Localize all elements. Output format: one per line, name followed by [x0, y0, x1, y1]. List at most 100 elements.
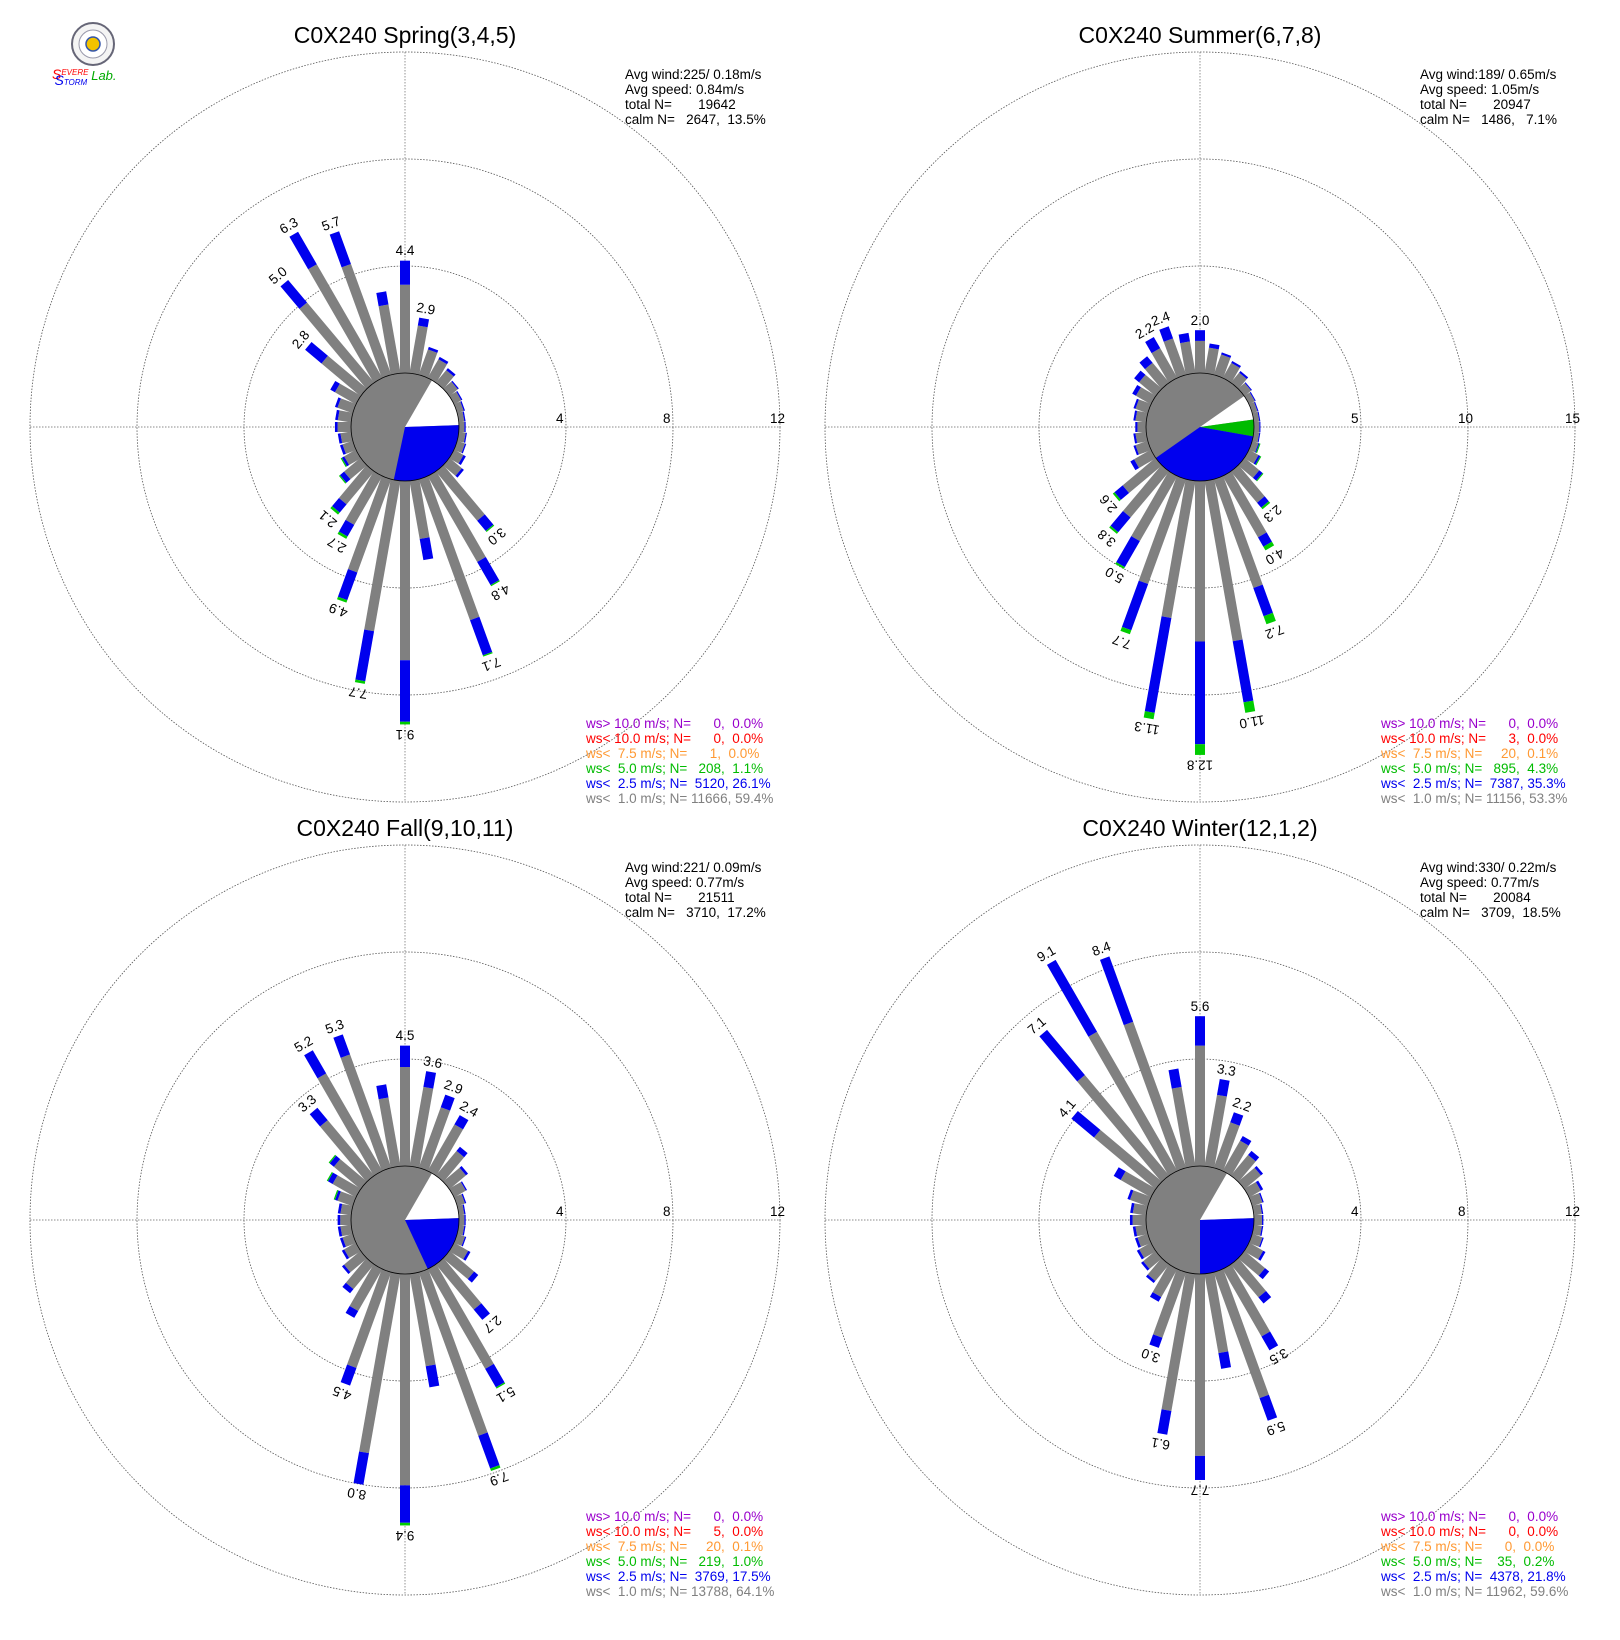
petal-segment [1252, 431, 1260, 443]
petal-segment [339, 1237, 346, 1248]
petal-label: 2.4 [1149, 308, 1172, 329]
petal-segment [1221, 352, 1232, 358]
petal-segment [1195, 340, 1205, 373]
petal-label: 2.0 [1191, 313, 1210, 328]
legend-entry: ws> 10.0 m/s; N= 0, 0.0% [1380, 716, 1558, 731]
petal-segment [1135, 410, 1148, 423]
petal-segment [456, 1146, 468, 1158]
petal-segment [1230, 1154, 1256, 1182]
ring-tick-label: 10 [1458, 411, 1473, 426]
petal-segment [443, 457, 462, 476]
petal-segment [1129, 1215, 1133, 1225]
petal-segment [1243, 700, 1256, 713]
petal-segment [457, 1224, 465, 1236]
petal-segment [340, 457, 347, 468]
calm-blue-sector [393, 425, 459, 481]
petal-segment [339, 471, 351, 483]
petal-segment [1232, 639, 1254, 703]
petal-segment [345, 1258, 375, 1290]
petal-segment [1195, 481, 1205, 642]
range-ring [29, 51, 781, 803]
petal-segment [443, 1250, 475, 1280]
petal-segment [1258, 1290, 1272, 1304]
petal-segment [477, 514, 494, 532]
petal-segment [338, 519, 355, 537]
petal-segment [449, 1181, 466, 1198]
petal-label: 5.6 [1191, 999, 1210, 1014]
petal-segment [1204, 1094, 1227, 1168]
petal-segment [409, 1272, 436, 1367]
stats-line: total N= 20947 [1420, 97, 1531, 112]
petal-segment [333, 1034, 351, 1058]
petal-segment [417, 317, 430, 328]
ring-tick-label: 12 [1565, 1204, 1580, 1219]
legend-entry: ws< 5.0 m/s; N= 35, 0.2% [1380, 1554, 1554, 1569]
petal-segment [378, 1097, 401, 1168]
petal-segment [1143, 711, 1155, 720]
petal-segment [1238, 1167, 1261, 1190]
legend-entry: ws< 7.5 m/s; N= 20, 0.1% [585, 1539, 763, 1554]
petal-segment [438, 356, 449, 365]
petal-label: 3.0 [1139, 1345, 1162, 1366]
petal-segment [1135, 422, 1138, 432]
petal-segment [418, 476, 480, 621]
stats-line: total N= 19642 [625, 97, 736, 112]
petal-segment [334, 422, 338, 432]
petal-segment [482, 651, 493, 657]
petal-segment [1139, 356, 1153, 370]
petal-segment [335, 409, 340, 421]
petal-segment [470, 616, 493, 656]
petal-segment [1134, 370, 1146, 383]
petal-segment [1248, 1150, 1260, 1162]
petal-segment [353, 1451, 369, 1485]
petal-segment [1152, 1264, 1178, 1298]
petal-segment [304, 1050, 327, 1079]
petal-segment [1171, 1086, 1196, 1168]
petal-segment [305, 342, 328, 364]
petal-segment [1258, 1250, 1266, 1261]
petal-segment [478, 1432, 500, 1469]
stats-line: Avg speed: 0.77m/s [1420, 875, 1539, 890]
petal-segment [1213, 354, 1231, 378]
calm-white-sector [405, 1173, 459, 1220]
petal-label: 7.7 [348, 684, 369, 702]
petal-segment [454, 1115, 469, 1130]
petal-segment [1178, 332, 1190, 344]
petal-label: 9.1 [396, 727, 415, 742]
petal-segment [400, 284, 410, 373]
petal-segment [1135, 387, 1156, 405]
petal-segment [1161, 479, 1196, 619]
stats-line: Avg speed: 1.05m/s [1420, 82, 1539, 97]
petal-segment [1093, 1129, 1162, 1190]
petal-segment [1255, 456, 1262, 466]
petal-segment [1252, 411, 1260, 423]
petal-segment [1132, 1203, 1148, 1216]
petal-segment [1222, 1264, 1271, 1337]
petal-segment [1222, 471, 1267, 538]
petal-segment [378, 304, 401, 375]
panel-title: C0X240 Summer(6,7,8) [1079, 22, 1322, 48]
petal-segment [418, 1269, 488, 1436]
ring-tick-label: 15 [1565, 411, 1580, 426]
petal-segment [1253, 455, 1261, 465]
petal-segment [473, 1303, 490, 1320]
petal-segment [341, 456, 350, 467]
calm-white-sector [1200, 396, 1254, 427]
windrose-panel-1: 4 8 124.42.93.04.87.19.17.74.92.72.12.85.0… [29, 22, 785, 806]
stats-line: calm N= 3709, 18.5% [1420, 905, 1561, 920]
petal-segment [1135, 431, 1148, 444]
petal-segment [1139, 374, 1162, 397]
petal-label: 6.1 [1150, 1435, 1171, 1453]
stats-line: Avg wind:221/ 0.09m/s [625, 860, 762, 875]
petal-segment [1263, 612, 1276, 625]
petal-segment [334, 1190, 341, 1201]
petal-segment [1249, 402, 1258, 414]
petal-segment [334, 397, 341, 408]
petal-segment [1144, 616, 1172, 713]
petal-segment [451, 380, 459, 390]
legend-entry: ws< 2.5 m/s; N= 3769, 17.5% [585, 1569, 771, 1584]
petal-segment [461, 1193, 467, 1204]
petal-label: 7.7 [1110, 632, 1133, 653]
petal-segment [1213, 1269, 1269, 1399]
petal-segment [462, 1204, 466, 1215]
